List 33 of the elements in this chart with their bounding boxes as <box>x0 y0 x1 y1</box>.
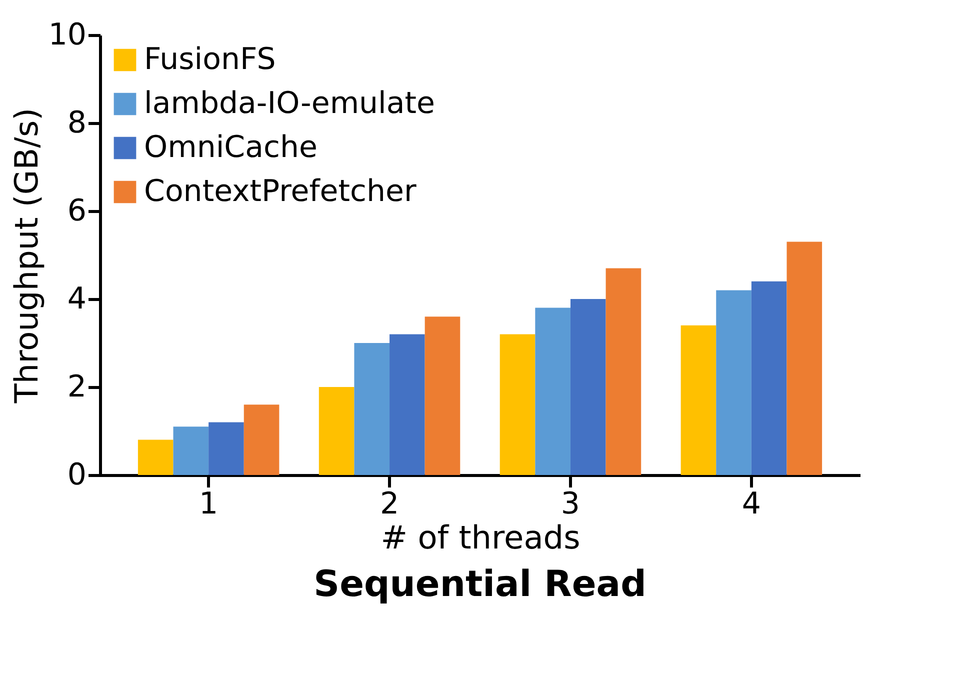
y-tick-label: 10 <box>48 18 86 52</box>
x-tick-label: 4 <box>742 486 761 522</box>
bar <box>390 334 425 475</box>
legend-label: lambda-IO-emulate <box>144 86 435 121</box>
bar <box>751 281 787 475</box>
bar <box>786 242 822 475</box>
y-axis-title: Throughput (GB/s) <box>7 108 46 404</box>
text: Sequential Read <box>314 564 646 605</box>
y-tick-label: 0 <box>67 458 86 492</box>
bar <box>680 325 716 475</box>
bar <box>424 316 460 475</box>
legend-label: FusionFS <box>144 42 276 77</box>
legend-label: ContextPrefetcher <box>144 174 417 209</box>
bar <box>318 387 354 475</box>
bar <box>716 290 752 475</box>
bar <box>138 440 174 475</box>
bar <box>570 299 606 475</box>
bar <box>244 404 280 475</box>
bar <box>354 343 390 475</box>
bar <box>535 308 570 475</box>
bar <box>500 334 536 475</box>
legend-label: OmniCache <box>144 130 318 165</box>
y-tick-label: 8 <box>67 106 86 140</box>
y-tick-label: 2 <box>67 370 86 404</box>
bar <box>208 422 244 475</box>
y-tick-label: 4 <box>67 282 86 316</box>
bar <box>606 268 642 475</box>
x-axis-title: # of threads <box>380 518 580 556</box>
x-tick-label: 2 <box>380 486 400 522</box>
bar <box>173 426 209 475</box>
x-tick-label: 1 <box>199 486 218 522</box>
x-tick-label: 3 <box>560 486 580 522</box>
y-tick-label: 6 <box>67 194 86 228</box>
